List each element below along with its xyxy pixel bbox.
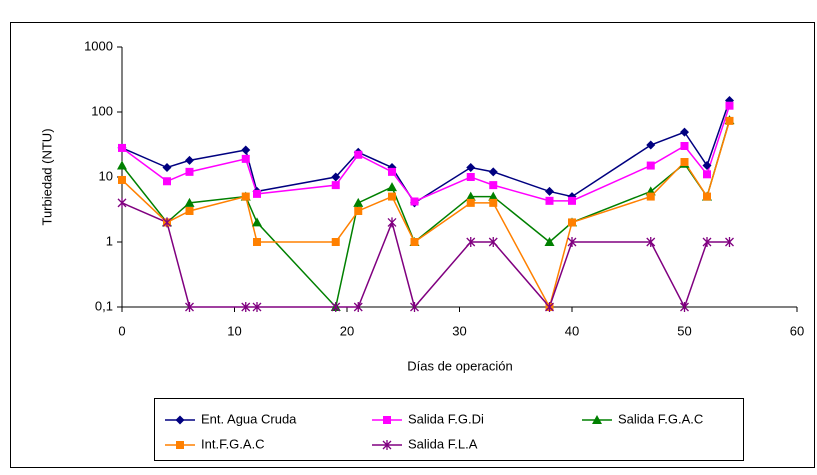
marker bbox=[388, 192, 396, 201]
x-tick-label: 10 bbox=[227, 323, 241, 338]
marker bbox=[162, 217, 172, 228]
legend-marker bbox=[175, 415, 185, 425]
legend-marker bbox=[382, 440, 392, 450]
marker bbox=[163, 177, 171, 186]
marker bbox=[117, 160, 127, 170]
marker bbox=[241, 145, 251, 155]
marker bbox=[410, 302, 419, 312]
legend-marker bbox=[383, 416, 391, 424]
legend-label: Salida F.G.A.C bbox=[618, 411, 703, 426]
marker bbox=[388, 167, 396, 176]
legend-marker bbox=[592, 415, 602, 424]
marker bbox=[725, 116, 734, 125]
marker bbox=[353, 197, 364, 207]
marker bbox=[410, 197, 419, 206]
legend-label: Int.F.G.A.C bbox=[201, 436, 265, 451]
marker bbox=[489, 198, 498, 207]
x-tick-label: 20 bbox=[340, 323, 354, 338]
y-tick-label: 0,1 bbox=[95, 298, 113, 313]
marker bbox=[545, 186, 554, 196]
x-tick-label: 40 bbox=[565, 323, 579, 338]
x-tick-label: 30 bbox=[452, 323, 466, 338]
marker bbox=[568, 196, 576, 205]
x-tick-label: 60 bbox=[790, 323, 804, 338]
marker bbox=[353, 302, 363, 312]
marker bbox=[185, 167, 194, 176]
marker bbox=[117, 197, 127, 208]
marker bbox=[544, 237, 555, 246]
legend-label: Salida F.G.Di bbox=[408, 411, 484, 426]
marker bbox=[488, 237, 498, 247]
y-tick-label: 10 bbox=[99, 168, 113, 183]
marker bbox=[410, 238, 419, 246]
marker bbox=[241, 302, 251, 312]
marker bbox=[331, 238, 340, 246]
y-tick-label: 100 bbox=[91, 103, 113, 118]
marker bbox=[702, 161, 712, 171]
marker bbox=[725, 237, 734, 247]
x-axis-label: Días de operación bbox=[407, 358, 513, 373]
marker bbox=[184, 197, 195, 207]
marker bbox=[680, 158, 689, 167]
marker bbox=[703, 192, 711, 201]
marker bbox=[646, 161, 655, 170]
marker bbox=[725, 101, 734, 110]
marker bbox=[488, 191, 499, 201]
marker bbox=[646, 140, 656, 150]
marker bbox=[646, 192, 655, 201]
marker bbox=[567, 237, 577, 247]
marker bbox=[545, 196, 554, 205]
marker bbox=[354, 150, 363, 159]
marker bbox=[253, 189, 261, 198]
marker bbox=[568, 218, 576, 227]
marker bbox=[680, 141, 689, 150]
marker bbox=[185, 302, 194, 312]
marker bbox=[185, 155, 194, 165]
marker bbox=[545, 302, 554, 312]
marker bbox=[241, 192, 250, 201]
marker bbox=[489, 181, 498, 190]
y-axis-label: Turbiedad (NTU) bbox=[39, 128, 54, 225]
marker bbox=[185, 206, 194, 215]
marker bbox=[253, 238, 261, 246]
marker bbox=[466, 237, 476, 247]
marker bbox=[241, 154, 250, 163]
marker bbox=[387, 217, 397, 228]
marker bbox=[162, 163, 172, 173]
legend-marker bbox=[176, 441, 184, 449]
marker bbox=[466, 198, 475, 207]
x-tick-label: 50 bbox=[677, 323, 691, 338]
legend-label: Salida F.L.A bbox=[408, 436, 478, 451]
marker bbox=[252, 217, 262, 227]
marker bbox=[118, 143, 126, 152]
marker bbox=[488, 167, 498, 177]
marker bbox=[354, 206, 363, 215]
marker bbox=[331, 181, 340, 190]
marker bbox=[680, 127, 689, 137]
legend-label: Ent. Agua Cruda bbox=[201, 411, 297, 426]
marker bbox=[646, 237, 656, 247]
marker bbox=[703, 170, 711, 179]
marker bbox=[331, 302, 341, 312]
marker bbox=[680, 302, 689, 312]
x-tick-label: 0 bbox=[118, 323, 125, 338]
marker bbox=[252, 302, 262, 312]
marker bbox=[466, 173, 475, 181]
marker bbox=[118, 175, 126, 184]
legend-box bbox=[154, 398, 744, 461]
marker bbox=[331, 172, 341, 182]
y-tick-label: 1000 bbox=[84, 38, 113, 53]
marker bbox=[387, 182, 397, 192]
marker bbox=[702, 237, 712, 247]
marker bbox=[466, 163, 476, 173]
marker bbox=[465, 191, 476, 201]
y-tick-label: 1 bbox=[106, 233, 113, 248]
